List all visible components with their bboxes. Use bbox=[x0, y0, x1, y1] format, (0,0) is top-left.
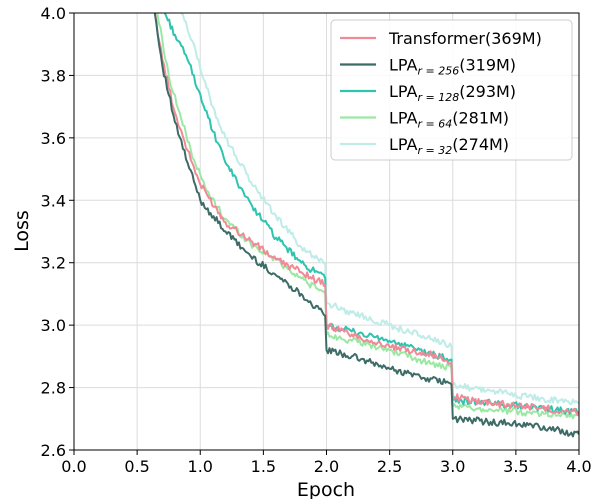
x-tick-label: 0.0 bbox=[61, 457, 86, 476]
legend: Transformer(369M) LPAr = 256(319M) LPAr = … bbox=[330, 19, 573, 161]
y-tick-label: 3.4 bbox=[41, 191, 66, 210]
series-line bbox=[153, 13, 579, 438]
y-tick-label: 3.2 bbox=[41, 254, 66, 273]
x-axis-title: Epoch bbox=[297, 479, 355, 499]
legend-box bbox=[330, 19, 573, 161]
x-tick-label: 1.0 bbox=[188, 457, 213, 476]
x-tick-label: 3.5 bbox=[503, 457, 528, 476]
legend-label: LPAr = 64(281M) bbox=[389, 109, 509, 131]
y-tick-label: 3.6 bbox=[41, 129, 66, 148]
y-axis: 2.6 2.8 3.0 3.2 3.4 3.6 3.8 4.0 bbox=[41, 4, 74, 460]
x-tick-label: 2.0 bbox=[314, 457, 339, 476]
y-tick-label: 3.8 bbox=[41, 66, 66, 85]
y-tick-label: 3.0 bbox=[41, 316, 66, 335]
x-tick-label: 1.5 bbox=[251, 457, 276, 476]
series-line bbox=[153, 13, 579, 416]
x-tick-label: 3.0 bbox=[440, 457, 465, 476]
series-line bbox=[180, 13, 579, 405]
x-axis: 0.0 0.5 1.0 1.5 2.0 2.5 3.0 3.5 4.0 bbox=[61, 450, 592, 476]
legend-label: LPAr = 32(274M) bbox=[389, 135, 509, 157]
legend-label: LPAr = 128(293M) bbox=[389, 82, 516, 104]
y-axis-title: Loss bbox=[11, 210, 33, 252]
y-tick-label: 2.6 bbox=[41, 441, 66, 460]
series-line bbox=[156, 13, 579, 420]
legend-label: LPAr = 256(319M) bbox=[389, 56, 516, 78]
x-tick-label: 2.5 bbox=[377, 457, 402, 476]
series-layer bbox=[153, 13, 579, 438]
x-tick-label: 4.0 bbox=[566, 457, 591, 476]
x-tick-label: 0.5 bbox=[124, 457, 149, 476]
y-tick-label: 4.0 bbox=[41, 4, 66, 23]
legend-label: Transformer(369M) bbox=[388, 29, 542, 48]
y-tick-label: 2.8 bbox=[41, 379, 66, 398]
